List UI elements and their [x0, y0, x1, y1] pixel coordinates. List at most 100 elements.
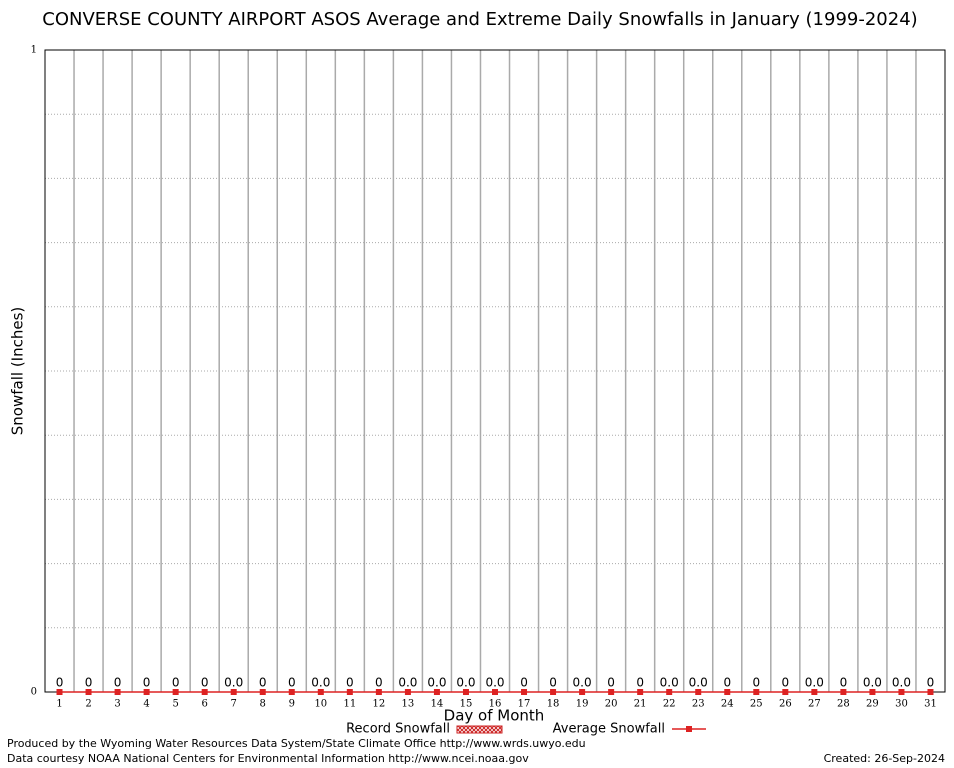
- average-marker: [608, 689, 615, 695]
- value-label: 0: [782, 676, 790, 690]
- x-tick-label: 28: [837, 699, 850, 710]
- average-marker: [782, 689, 789, 695]
- footer-produced: Produced by the Wyoming Water Resources …: [7, 737, 586, 750]
- average-marker: [724, 689, 731, 695]
- legend-label: Average Snowfall: [553, 722, 665, 737]
- value-label: 0: [288, 676, 296, 690]
- x-tick-label: 8: [260, 699, 266, 710]
- x-tick-label: 9: [289, 699, 295, 710]
- average-marker: [172, 689, 179, 695]
- value-label: 0: [114, 676, 122, 690]
- value-label: 0: [520, 676, 528, 690]
- value-label: 0: [56, 676, 64, 690]
- x-tick-label: 13: [402, 699, 415, 710]
- average-marker: [492, 689, 498, 695]
- value-label: 0: [752, 676, 760, 690]
- average-marker: [695, 689, 702, 695]
- value-label: 0: [172, 676, 180, 690]
- value-label: 0.0: [311, 676, 330, 690]
- x-tick-label: 26: [779, 699, 792, 710]
- average-marker: [579, 689, 586, 695]
- average-marker: [288, 689, 295, 695]
- x-tick-label: 16: [489, 699, 502, 710]
- footer-courtesy: Data courtesy NOAA National Centers for …: [7, 752, 529, 765]
- average-marker: [404, 689, 411, 695]
- value-label: 0: [723, 676, 731, 690]
- x-tick-label: 14: [431, 699, 444, 710]
- x-tick-label: 11: [343, 699, 356, 710]
- value-label: 0: [143, 676, 151, 690]
- x-tick-label: 20: [605, 699, 618, 710]
- y-tick-label: 0: [31, 687, 37, 698]
- value-label: 0: [85, 676, 93, 690]
- value-label: 0.0: [863, 676, 882, 690]
- x-tick-label: 6: [201, 699, 207, 710]
- x-axis-label: Day of Month: [444, 707, 545, 725]
- legend-swatch: [456, 725, 503, 734]
- average-marker: [259, 689, 266, 695]
- average-marker: [56, 689, 63, 695]
- average-marker: [521, 689, 528, 695]
- value-label: 0: [927, 676, 935, 690]
- average-marker: [462, 689, 469, 695]
- average-marker: [637, 689, 644, 695]
- x-tick-label: 7: [231, 699, 237, 710]
- value-label: 0: [636, 676, 644, 690]
- x-tick-label: 3: [114, 699, 120, 710]
- x-tick-label: 27: [808, 699, 821, 710]
- y-tick-label: 1: [31, 45, 37, 56]
- average-marker: [666, 689, 673, 695]
- value-label: 0.0: [398, 676, 417, 690]
- x-tick-label: 19: [576, 699, 589, 710]
- value-label: 0.0: [660, 676, 679, 690]
- value-label: 0: [840, 676, 848, 690]
- value-label: 0: [346, 676, 354, 690]
- average-marker: [346, 689, 353, 695]
- average-marker: [230, 689, 237, 695]
- value-label: 0.0: [573, 676, 592, 690]
- value-label: 0: [607, 676, 615, 690]
- x-tick-label: 5: [172, 699, 178, 710]
- value-label: 0: [549, 676, 557, 690]
- average-marker: [927, 689, 934, 695]
- average-marker: [201, 689, 208, 695]
- x-tick-label: 22: [663, 699, 676, 710]
- value-label: 0.0: [224, 676, 243, 690]
- average-marker: [114, 689, 121, 695]
- average-marker: [869, 689, 876, 695]
- value-label: 0.0: [427, 676, 446, 690]
- x-tick-label: 12: [373, 699, 386, 710]
- average-marker: [550, 689, 557, 695]
- average-marker: [898, 689, 905, 695]
- x-tick-label: 31: [924, 699, 937, 710]
- average-marker: [433, 689, 440, 695]
- average-marker: [143, 689, 150, 695]
- value-label: 0.0: [485, 676, 504, 690]
- average-marker: [317, 689, 324, 695]
- x-tick-label: 23: [692, 699, 705, 710]
- value-label: 0.0: [456, 676, 475, 690]
- x-tick-label: 24: [721, 699, 734, 710]
- legend-marker: [686, 726, 692, 732]
- x-tick-label: 4: [143, 699, 149, 710]
- value-label: 0: [259, 676, 267, 690]
- footer-created: Created: 26-Sep-2024: [824, 752, 945, 765]
- chart-title: CONVERSE COUNTY AIRPORT ASOS Average and…: [42, 9, 917, 30]
- average-marker: [85, 689, 92, 695]
- value-label: 0: [375, 676, 383, 690]
- average-marker: [375, 689, 382, 695]
- x-tick-label: 15: [460, 699, 473, 710]
- value-label: 0.0: [805, 676, 824, 690]
- average-marker: [753, 689, 760, 695]
- value-label: 0.0: [892, 676, 911, 690]
- x-tick-label: 18: [547, 699, 560, 710]
- x-tick-label: 30: [895, 699, 908, 710]
- x-tick-label: 10: [314, 699, 327, 710]
- x-tick-label: 2: [85, 699, 91, 710]
- value-label: 0.0: [689, 676, 708, 690]
- legend-label: Record Snowfall: [346, 722, 450, 737]
- average-marker: [811, 689, 818, 695]
- value-label: 0: [201, 676, 209, 690]
